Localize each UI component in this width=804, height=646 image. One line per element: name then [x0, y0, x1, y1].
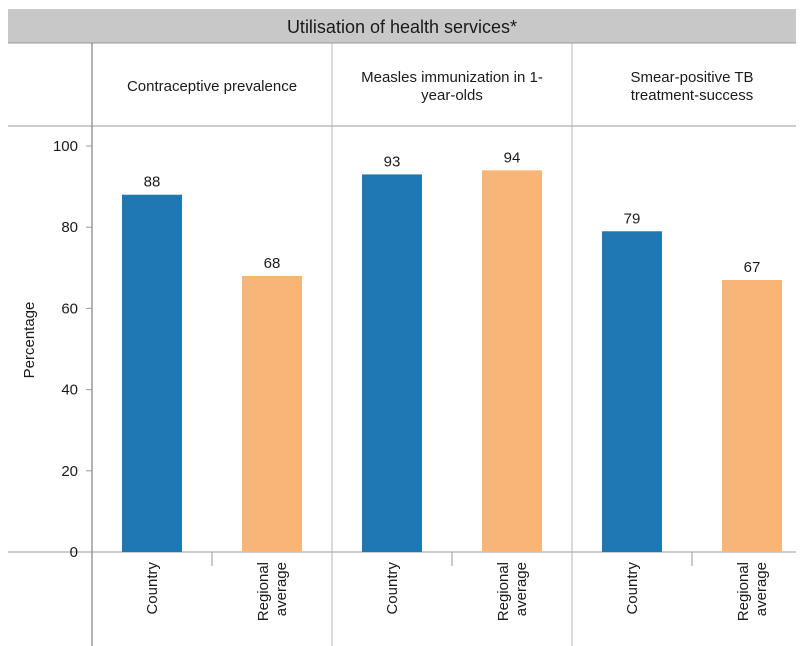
- panel-title: treatment-success: [631, 87, 754, 104]
- bar: [122, 194, 182, 552]
- chart-title: Utilisation of health services*: [287, 17, 517, 37]
- category-label: Regional: [255, 562, 272, 621]
- y-axis-label: Percentage: [21, 302, 38, 379]
- bar-value-label: 68: [264, 255, 281, 272]
- bar-value-label: 88: [144, 174, 161, 191]
- y-tick-label: 100: [53, 138, 78, 155]
- category-label: Regional: [495, 562, 512, 621]
- bar-value-label: 94: [504, 149, 521, 166]
- bar: [482, 170, 542, 553]
- bar: [362, 174, 422, 553]
- y-ticks: 0 20 40 60 80 100: [53, 138, 92, 561]
- panel-title: Contraceptive prevalence: [127, 78, 297, 95]
- category-label: Country: [144, 562, 161, 615]
- bar-value-label: 93: [384, 153, 401, 170]
- y-tick-label: 20: [61, 463, 78, 480]
- y-tick-label: 60: [61, 300, 78, 317]
- panel-title: year-olds: [421, 87, 483, 104]
- panel-title: Measles immunization in 1-: [361, 69, 543, 86]
- bar-value-label: 67: [744, 259, 761, 276]
- y-tick-label: 80: [61, 219, 78, 236]
- category-label: average: [273, 562, 290, 616]
- y-tick-label: 0: [70, 544, 78, 561]
- bar-value-label: 79: [624, 210, 641, 227]
- category-label: Country: [624, 562, 641, 615]
- panel: Contraceptive prevalence 88 Country 68 Regio…: [122, 43, 333, 646]
- panel: Measles immunization in 1-year-olds 93 Cou…: [361, 43, 573, 646]
- bar: [602, 231, 662, 552]
- category-label: Regional: [735, 562, 752, 621]
- y-tick-label: 40: [61, 382, 78, 399]
- panel-title: Smear-positive TB: [630, 69, 753, 86]
- bar: [722, 279, 782, 552]
- chart-panels: Contraceptive prevalence 88 Country 68 Regio…: [122, 43, 782, 646]
- category-label: Country: [384, 562, 401, 615]
- bar: [242, 275, 302, 552]
- title-bar: [8, 9, 796, 43]
- category-label: average: [753, 562, 770, 616]
- category-label: average: [513, 562, 530, 616]
